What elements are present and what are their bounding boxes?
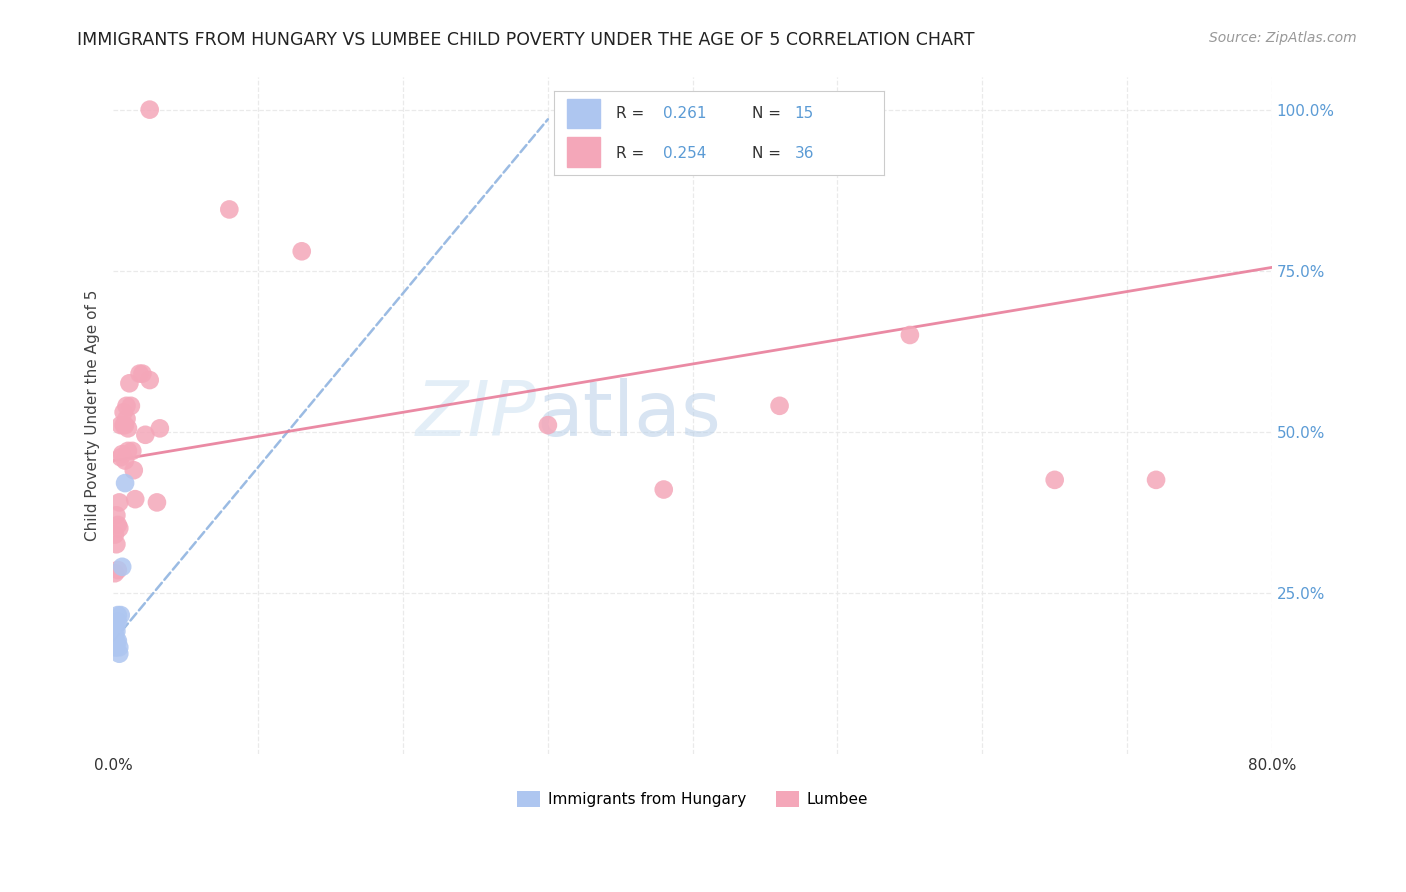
Point bbox=[537, 418, 560, 433]
Point bbox=[768, 399, 790, 413]
Point bbox=[120, 399, 142, 413]
Point bbox=[118, 376, 141, 391]
Point bbox=[117, 421, 139, 435]
Point bbox=[128, 367, 150, 381]
Point bbox=[107, 633, 129, 648]
Point bbox=[1043, 473, 1066, 487]
Point bbox=[104, 527, 127, 541]
Point bbox=[105, 537, 128, 551]
Point bbox=[138, 103, 160, 117]
Point bbox=[134, 427, 156, 442]
Point bbox=[131, 367, 153, 381]
Legend: Immigrants from Hungary, Lumbee: Immigrants from Hungary, Lumbee bbox=[510, 785, 875, 814]
Point bbox=[121, 443, 143, 458]
Point bbox=[291, 244, 314, 259]
Point bbox=[105, 508, 128, 523]
Point bbox=[105, 624, 128, 639]
Point bbox=[114, 418, 136, 433]
Point bbox=[107, 615, 129, 629]
Point bbox=[898, 328, 921, 343]
Point bbox=[124, 492, 146, 507]
Point bbox=[105, 633, 128, 648]
Point bbox=[108, 640, 131, 655]
Point bbox=[114, 453, 136, 467]
Text: ZIP: ZIP bbox=[415, 378, 536, 452]
Point bbox=[107, 517, 129, 532]
Point bbox=[104, 566, 127, 581]
Point bbox=[108, 521, 131, 535]
Point bbox=[108, 495, 131, 509]
Point bbox=[111, 559, 134, 574]
Point bbox=[111, 447, 134, 461]
Point bbox=[108, 647, 131, 661]
Point bbox=[117, 443, 139, 458]
Y-axis label: Child Poverty Under the Age of 5: Child Poverty Under the Age of 5 bbox=[86, 290, 100, 541]
Point bbox=[110, 418, 132, 433]
Point bbox=[110, 450, 132, 465]
Point bbox=[122, 463, 145, 477]
Text: atlas: atlas bbox=[536, 378, 721, 452]
Text: Source: ZipAtlas.com: Source: ZipAtlas.com bbox=[1209, 31, 1357, 45]
Point bbox=[112, 418, 135, 433]
Point bbox=[105, 640, 128, 655]
Point bbox=[104, 627, 127, 641]
Point bbox=[104, 640, 127, 655]
Point bbox=[115, 411, 138, 425]
Point bbox=[114, 476, 136, 491]
Text: IMMIGRANTS FROM HUNGARY VS LUMBEE CHILD POVERTY UNDER THE AGE OF 5 CORRELATION C: IMMIGRANTS FROM HUNGARY VS LUMBEE CHILD … bbox=[77, 31, 974, 49]
Point bbox=[115, 399, 138, 413]
Point bbox=[105, 617, 128, 632]
Point bbox=[652, 483, 675, 497]
Point bbox=[107, 563, 129, 577]
Point bbox=[218, 202, 240, 217]
Point bbox=[149, 421, 172, 435]
Point bbox=[138, 373, 160, 387]
Point bbox=[110, 608, 132, 623]
Point bbox=[104, 633, 127, 648]
Point bbox=[1144, 473, 1167, 487]
Point bbox=[112, 405, 135, 419]
Point bbox=[107, 608, 129, 623]
Point bbox=[146, 495, 169, 509]
